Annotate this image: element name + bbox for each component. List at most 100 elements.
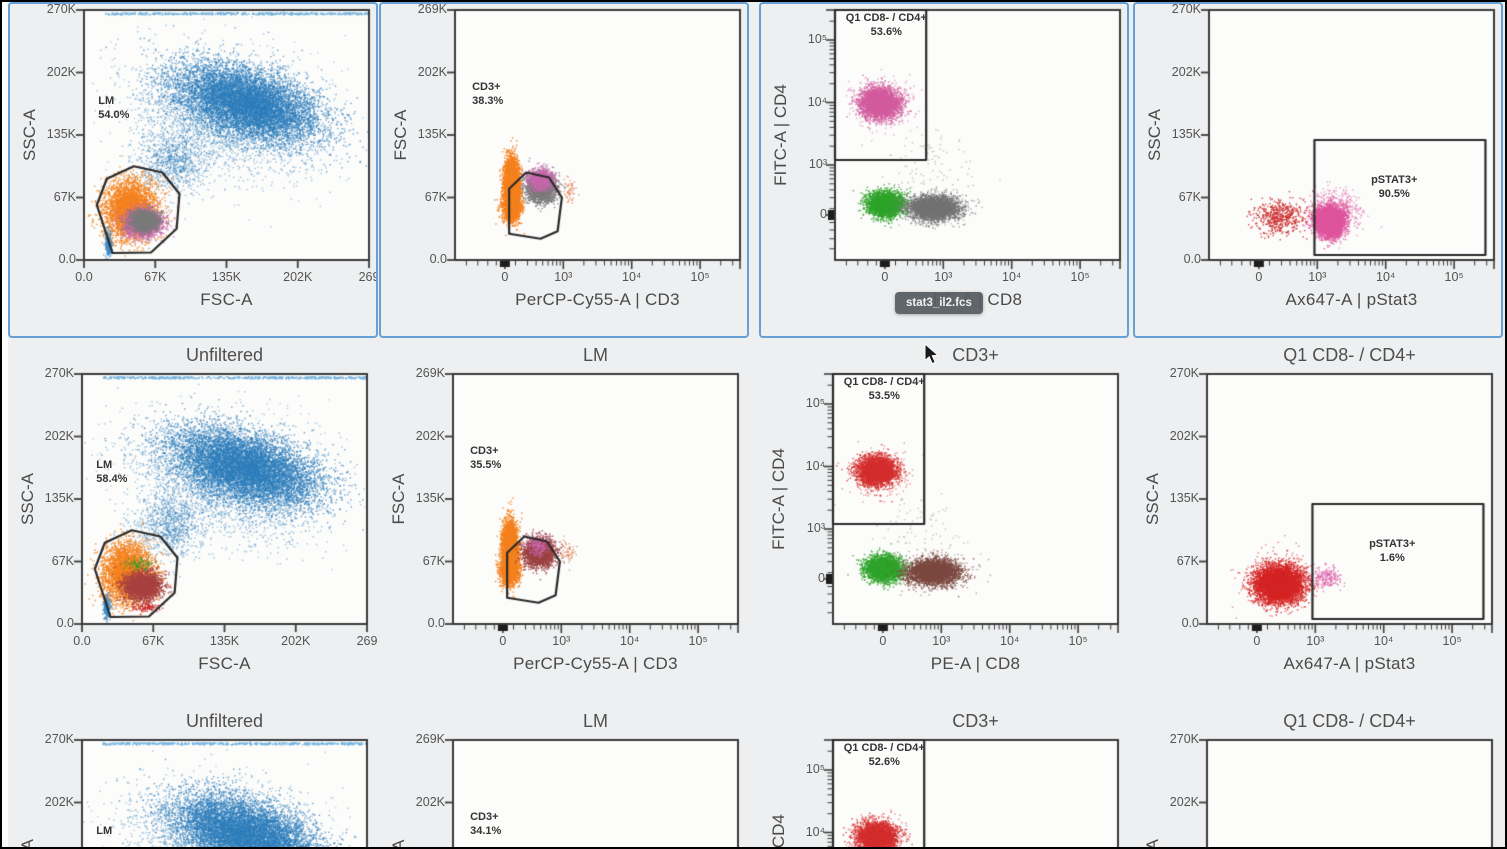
x-tick-label: 10³	[554, 270, 573, 284]
scatter-plot-canvas[interactable]	[379, 340, 749, 704]
gate-label-line: 53.5%	[868, 390, 900, 403]
gate-label-line: pSTAT3+	[1369, 537, 1416, 550]
x-tick-label: 10⁴	[1002, 270, 1022, 284]
y-tick-label: 0	[820, 207, 827, 221]
plot-title: Unfiltered	[185, 711, 264, 731]
y-tick-label: 270K	[44, 732, 74, 746]
scatter-plot-canvas[interactable]	[8, 340, 378, 704]
x-tick-label: 10⁵	[688, 634, 708, 648]
gate-label[interactable]: Q1 CD8- / CD4+ 52.6%	[839, 741, 930, 769]
plot-title: LM	[582, 345, 608, 365]
plot-title: LM	[582, 711, 608, 731]
scatter-plot-canvas[interactable]	[761, 4, 1127, 336]
y-tick-label: 202K	[46, 64, 76, 79]
x-tick-label: 10³	[932, 634, 951, 648]
scatter-plot-canvas[interactable]	[1135, 4, 1501, 336]
y-tick-label: 0.0	[429, 252, 447, 266]
y-tick-label: 135K	[415, 491, 445, 505]
gate-label-line: CD3+	[472, 81, 501, 93]
x-axis-label: PerCP-Cy55-A | CD3	[515, 290, 680, 309]
gate-label-line: 1.6%	[1379, 551, 1405, 564]
gate-label-line: LM	[96, 458, 113, 471]
gate-label[interactable]: pSTAT3+ 90.5%	[1352, 173, 1438, 201]
y-tick-label: 270K	[1169, 366, 1199, 380]
y-tick-label: 67K	[51, 553, 74, 568]
y-axis-label: SSC-A	[1143, 839, 1163, 847]
flow-plot-panel[interactable]: FSC-A PerCP-Cy55-A | CD3 269K 202K 135K 67K 0.…	[379, 2, 749, 338]
x-tick-label: 10⁴	[620, 634, 640, 648]
scatter-plot-canvas[interactable]	[10, 4, 376, 336]
y-tick-label: 10⁵	[807, 32, 827, 46]
y-tick-label: 270K	[46, 2, 76, 16]
gate-label-line: LM	[96, 824, 113, 837]
gate-label-line: Q1 CD8- / CD4+	[843, 376, 925, 389]
y-tick-label: 202K	[44, 428, 74, 443]
y-tick-label: 10⁵	[805, 762, 825, 776]
y-tick-label: 10⁴	[805, 458, 825, 473]
y-tick-label: 270K	[44, 366, 74, 380]
y-tick-label: 0.0	[427, 616, 445, 630]
scatter-plot-canvas[interactable]	[1133, 340, 1503, 704]
scatter-plot-canvas[interactable]	[379, 706, 749, 847]
gate-label[interactable]: LM	[96, 824, 112, 838]
x-tick-label: 0.0	[75, 270, 93, 284]
x-tick-label: 0	[499, 634, 507, 648]
x-axis-label: FSC-A	[200, 290, 253, 309]
gate-label-line: 54.0%	[98, 108, 130, 121]
y-tick-label: 202K	[415, 794, 445, 809]
gate-label[interactable]: Q1 CD8- / CD4+ 53.5%	[839, 375, 930, 403]
x-tick-label: 10³	[934, 270, 953, 284]
x-tick-label: 202K	[281, 634, 311, 648]
x-tick-label: 10³	[552, 634, 571, 648]
y-tick-label: 135K	[1169, 491, 1199, 505]
gate-label[interactable]: CD3+ 34.1%	[470, 810, 501, 838]
scatter-plot-canvas[interactable]	[759, 340, 1129, 704]
gate-label[interactable]: LM 58.4%	[96, 458, 127, 486]
gate-label-line: 58.4%	[96, 472, 128, 485]
gate-label-line: pSTAT3+	[1371, 173, 1418, 186]
x-tick-label: 0	[1255, 270, 1263, 284]
gate-label-line: LM	[98, 94, 115, 107]
gate-label-line: 34.1%	[470, 825, 502, 837]
gate-label[interactable]: pSTAT3+ 1.6%	[1350, 537, 1436, 565]
gate-label[interactable]: CD3+ 38.3%	[472, 80, 503, 108]
scatter-plot-canvas[interactable]	[381, 4, 747, 336]
gate-label[interactable]: Q1 CD8- / CD4+ 53.6%	[841, 11, 932, 39]
scatter-plot-canvas[interactable]	[8, 706, 378, 847]
y-tick-label: 67K	[424, 189, 447, 204]
scatter-plot-canvas[interactable]	[1133, 706, 1503, 847]
plot-title: Q1 CD8- / CD4+	[1283, 711, 1416, 731]
plot-title: Q1 CD8- / CD4+	[1283, 345, 1416, 365]
gate-label[interactable]: LM 54.0%	[98, 94, 129, 122]
gate-label-line: Q1 CD8- / CD4+	[843, 742, 925, 755]
left-gutter	[2, 2, 8, 847]
y-tick-label: 135K	[44, 491, 74, 505]
scatter-plot-canvas[interactable]	[759, 706, 1129, 847]
gate-label-line: Q1 CD8- / CD4+	[845, 12, 927, 25]
x-tick-label: 10⁴	[1376, 270, 1396, 284]
y-tick-label: 10⁴	[807, 94, 827, 109]
y-tick-label: 135K	[46, 127, 76, 141]
x-axis-label: PerCP-Cy55-A | CD3	[513, 654, 678, 673]
gate-label-line: 52.6%	[868, 756, 900, 769]
flow-plot-panel[interactable]: SSC-A FSC-A 270K 202K 135K 67K 0.0 0.0 67K 135K 20…	[8, 2, 378, 338]
y-tick-label: 0	[818, 571, 825, 585]
x-tick-label: 10⁵	[1442, 634, 1462, 648]
flow-plot-panel[interactable]: SSC-A Ax647-A | pStat3 270K 202K 135K 67K 0.0 0…	[1133, 2, 1503, 338]
y-tick-label: 269K	[417, 2, 447, 16]
plot-title: CD3+	[952, 345, 999, 365]
gate-label-line: 90.5%	[1378, 187, 1410, 200]
filename-tooltip: stat3_il2.fcs	[895, 292, 983, 314]
y-tick-label: 202K	[1171, 64, 1201, 79]
gate-label[interactable]: CD3+ 35.5%	[470, 444, 501, 472]
flow-plot-panel[interactable]: UnfilteredSSC-AFSC-A270K202K135K67K0.00.…	[8, 706, 378, 847]
